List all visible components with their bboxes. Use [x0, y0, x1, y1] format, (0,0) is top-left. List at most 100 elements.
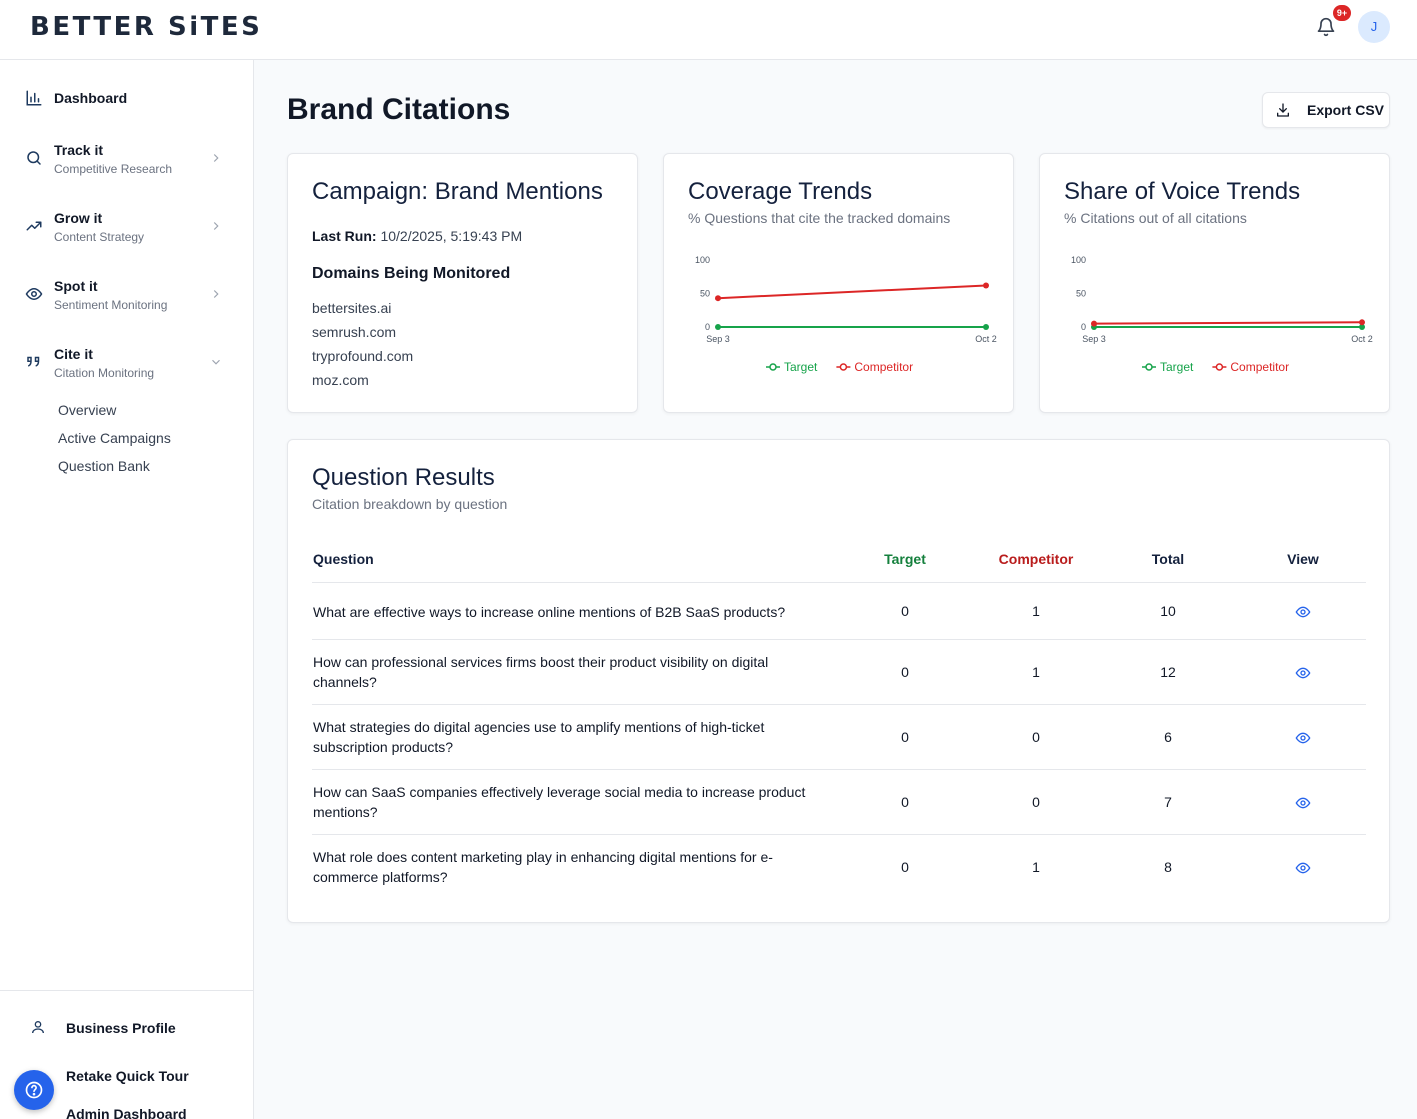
domain-item: bettersites.ai: [312, 300, 392, 316]
legend-label-target: Target: [784, 360, 818, 374]
chevron-right-icon: [213, 154, 219, 162]
campaign-card: Campaign: Brand Mentions Last Run: 10/2/…: [287, 153, 638, 413]
sidebar-item-dashboard[interactable]: Dashboard: [0, 86, 253, 110]
view-eye-icon[interactable]: [1295, 604, 1311, 620]
y-tick-label: 50: [1076, 289, 1086, 299]
y-tick-label: 0: [1081, 322, 1086, 332]
data-point-competitor: [1359, 319, 1365, 326]
legend-swatch-marker: [839, 363, 848, 371]
col-competitor: Competitor: [998, 551, 1074, 567]
col-target: Target: [884, 551, 926, 567]
series-line-competitor: [717, 284, 987, 300]
view-eye-icon[interactable]: [1295, 860, 1311, 876]
y-tick-label: 50: [700, 289, 710, 299]
results-subtitle: Citation breakdown by question: [312, 496, 508, 512]
total-count: 6: [1164, 729, 1172, 745]
admin-dashboard-link[interactable]: Admin Dashboard: [66, 1106, 187, 1119]
trending-up-icon: [26, 221, 42, 231]
x-tick-label: Sep 3: [706, 334, 730, 344]
sidebar-subitem-overview[interactable]: Overview: [58, 402, 117, 418]
table-row: How can SaaS companies effectively lever…: [312, 769, 1366, 834]
x-tick-label: Oct 2: [975, 334, 997, 344]
target-count: 0: [901, 729, 909, 745]
chevron-right-icon: [213, 290, 219, 298]
sidebar-item-sublabel: Competitive Research: [54, 162, 173, 176]
last-run: Last Run: 10/2/2025, 5:19:43 PM: [312, 228, 522, 244]
quote-icon: [27, 356, 40, 367]
total-count: 12: [1160, 664, 1176, 680]
share-of-voice-card: Share of Voice Trends % Citations out of…: [1039, 153, 1390, 413]
sidebar-item-track-it[interactable]: Track it Competitive Research: [0, 140, 253, 180]
sidebar-item-cite-it[interactable]: Cite it Citation Monitoring: [0, 344, 253, 384]
data-point-competitor: [983, 282, 989, 289]
competitor-count: 1: [1032, 603, 1040, 619]
domains-heading: Domains Being Monitored: [312, 265, 511, 282]
search-icon: [27, 151, 41, 165]
sidebar-item-label: Cite it: [54, 346, 93, 362]
table-row: What strategies do digital agencies use …: [312, 704, 1366, 769]
data-point-target: [1359, 324, 1365, 330]
sidebar-item-sublabel: Sentiment Monitoring: [54, 298, 168, 312]
y-tick-label: 100: [1071, 255, 1086, 265]
total-count: 10: [1160, 603, 1176, 619]
sidebar-item-spot-it[interactable]: Spot it Sentiment Monitoring: [0, 276, 253, 316]
x-tick-label: Sep 3: [1082, 334, 1106, 344]
sidebar-item-sublabel: Content Strategy: [54, 230, 145, 244]
legend-swatch-marker: [1215, 363, 1224, 371]
legend-label-target: Target: [1160, 360, 1194, 374]
retake-tour-link[interactable]: Retake Quick Tour: [66, 1068, 189, 1084]
view-eye-icon[interactable]: [1295, 795, 1311, 811]
table-row: How can professional services firms boos…: [312, 639, 1366, 704]
target-count: 0: [901, 664, 909, 680]
competitor-count: 1: [1032, 859, 1040, 875]
col-total: Total: [1151, 551, 1185, 567]
domain-item: moz.com: [312, 372, 369, 388]
question-text: What role does content marketing play in…: [313, 849, 773, 885]
question-text: What are effective ways to increase onli…: [313, 604, 786, 620]
coverage-title: Coverage Trends: [688, 178, 873, 205]
x-tick-label: Oct 2: [1351, 334, 1373, 344]
y-tick-label: 0: [705, 322, 710, 332]
total-count: 7: [1164, 794, 1172, 810]
notification-badge: 9+: [1333, 5, 1351, 21]
download-icon: [1277, 103, 1289, 117]
question-text: How can SaaS companies effectively lever…: [313, 784, 806, 820]
sidebar-subitem-active-campaigns[interactable]: Active Campaigns: [58, 430, 171, 446]
sidebar-subitem-question-bank[interactable]: Question Bank: [58, 458, 150, 474]
data-point-competitor: [715, 295, 721, 302]
sov-chart: 0 50 100 Sep 3 Oct 2 Target Competitor: [1071, 255, 1373, 374]
table-row: What role does content marketing play in…: [312, 834, 1366, 899]
sidebar-item-label: Dashboard: [54, 90, 128, 106]
coverage-subtitle: % Questions that cite the tracked domain…: [688, 210, 951, 226]
sidebar-item-label: Track it: [54, 142, 104, 158]
legend-label-competitor: Competitor: [1230, 360, 1289, 374]
y-tick-label: 100: [695, 255, 710, 265]
data-point-competitor: [1091, 320, 1097, 327]
view-eye-icon[interactable]: [1295, 730, 1311, 746]
legend-swatch-marker: [769, 363, 777, 371]
eye-icon: [25, 287, 43, 301]
question-text: What strategies do digital agencies use …: [313, 719, 765, 755]
sidebar-item-grow-it[interactable]: Grow it Content Strategy: [0, 208, 253, 248]
view-eye-icon[interactable]: [1295, 665, 1311, 681]
export-csv-button[interactable]: Export CSV: [1262, 92, 1390, 128]
competitor-count: 0: [1032, 729, 1040, 745]
competitor-count: 1: [1032, 664, 1040, 680]
sov-subtitle: % Citations out of all citations: [1064, 210, 1247, 226]
col-view: View: [1287, 551, 1319, 567]
bar-chart-icon: [26, 90, 42, 106]
sov-title: Share of Voice Trends: [1064, 178, 1301, 205]
sidebar-footer: Business Profile Retake Quick Tour Admin…: [0, 990, 253, 1119]
chevron-down-icon: [212, 359, 220, 365]
sidebar-item-sublabel: Citation Monitoring: [54, 366, 155, 380]
page-title: Brand Citations: [287, 93, 511, 126]
help-button[interactable]: [14, 1070, 54, 1110]
bell-icon[interactable]: [1316, 17, 1336, 37]
logo[interactable]: BETTER SiTES: [30, 12, 263, 42]
data-point-target: [983, 324, 989, 330]
top-bar: BETTER SiTES 9+ J: [0, 0, 1417, 60]
business-profile-link[interactable]: Business Profile: [66, 1020, 176, 1036]
avatar[interactable]: J: [1358, 11, 1390, 43]
question-text: How can professional services firms boos…: [313, 654, 769, 690]
sidebar: Dashboard Track it Competitive Research …: [0, 60, 254, 1119]
